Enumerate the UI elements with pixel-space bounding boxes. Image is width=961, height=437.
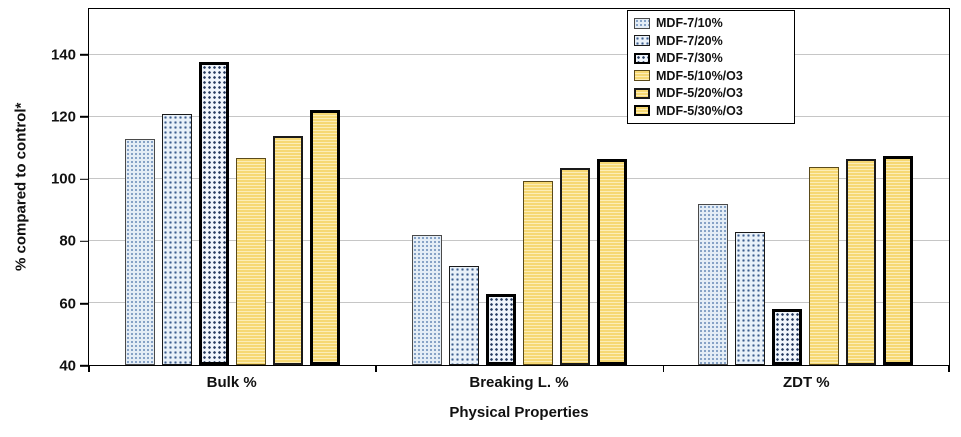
legend-swatch-icon bbox=[634, 17, 650, 29]
bar-mdf-7-30--breaking-l- bbox=[485, 293, 516, 365]
y-tick-label-80: 80 bbox=[59, 232, 76, 250]
bar-mdf-5-10-o3-zdt- bbox=[809, 166, 840, 365]
y-axis-title: % compared to control* bbox=[12, 102, 30, 272]
legend-swatch-icon bbox=[634, 87, 650, 99]
legend-label: MDF-7/30% bbox=[656, 51, 723, 65]
category-label-breaking-length: Breaking L. % bbox=[469, 374, 569, 391]
category-labels: Bulk % Breaking L. % ZDT % bbox=[88, 374, 950, 391]
bar-mdf-5-20-o3-breaking-l- bbox=[559, 168, 590, 365]
plot-area bbox=[88, 8, 950, 366]
y-tick-labels: 40 60 80 100 120 140 bbox=[38, 8, 80, 374]
category-label-zdt: ZDT % bbox=[782, 374, 830, 391]
bar-mdf-7-10--breaking-l- bbox=[411, 234, 442, 365]
legend-label: MDF-5/20%/O3 bbox=[656, 86, 743, 100]
y-tick-label-60: 60 bbox=[59, 295, 76, 313]
bar-group-zdt- bbox=[662, 9, 949, 365]
bar-mdf-5-20-o3-bulk- bbox=[272, 135, 303, 365]
bar-mdf-7-10--zdt- bbox=[698, 204, 729, 365]
y-tick-label-120: 120 bbox=[50, 108, 76, 126]
legend-item-mdf-5-20-o3: MDF-5/20%/O3 bbox=[634, 86, 788, 100]
y-tick-label-140: 140 bbox=[50, 46, 76, 64]
legend-label: MDF-7/20% bbox=[656, 33, 723, 48]
gridline-100 bbox=[89, 178, 949, 180]
bar-group-bulk- bbox=[89, 9, 376, 365]
legend-swatch-icon bbox=[634, 52, 650, 64]
legend-item-mdf-5-30-o3: MDF-5/30%/O3 bbox=[634, 104, 788, 118]
legend-item-mdf-7-10-: MDF-7/10% bbox=[634, 16, 788, 30]
bar-mdf-5-30-o3-zdt- bbox=[883, 156, 914, 365]
legend-swatch-icon bbox=[634, 105, 650, 116]
bar-mdf-7-20--zdt- bbox=[735, 231, 766, 365]
y-axis-tick-marks bbox=[80, 8, 88, 367]
legend-item-mdf-7-20-: MDF-7/20% bbox=[634, 34, 788, 48]
x-axis-title: Physical Properties bbox=[449, 404, 589, 421]
bar-mdf-5-10-o3-bulk- bbox=[235, 157, 266, 365]
bar-mdf-7-20--breaking-l- bbox=[448, 265, 479, 365]
legend-item-mdf-5-10-o3: MDF-5/10%/O3 bbox=[634, 69, 788, 83]
gridline-140 bbox=[89, 54, 949, 56]
gridline-120 bbox=[89, 116, 949, 118]
y-tick-mark-100 bbox=[80, 178, 88, 181]
y-tick-label-40: 40 bbox=[59, 357, 76, 375]
bar-mdf-5-30-o3-bulk- bbox=[309, 109, 340, 365]
legend: MDF-7/10% MDF-7/20% MDF-7/30% MDF-5/10%/O3 M… bbox=[627, 10, 795, 124]
gridline-60 bbox=[89, 302, 949, 304]
legend-label: MDF-5/30%/O3 bbox=[656, 103, 743, 118]
bar-group-breaking-l- bbox=[376, 9, 663, 365]
legend-swatch-icon bbox=[634, 35, 650, 46]
gridline-80 bbox=[89, 240, 949, 242]
legend-item-mdf-7-30-: MDF-7/30% bbox=[634, 51, 788, 65]
legend-label: MDF-5/10%/O3 bbox=[656, 68, 743, 83]
y-tick-mark-40 bbox=[80, 365, 88, 367]
y-tick-mark-120 bbox=[80, 116, 88, 118]
y-tick-mark-80 bbox=[80, 240, 88, 243]
bar-mdf-7-30--zdt- bbox=[772, 309, 803, 365]
bar-mdf-7-10--bulk- bbox=[124, 139, 155, 365]
bar-mdf-5-10-o3-breaking-l- bbox=[522, 180, 553, 365]
y-tick-mark-60 bbox=[80, 302, 88, 305]
y-tick-label-100: 100 bbox=[50, 170, 76, 188]
bar-mdf-7-30--bulk- bbox=[198, 61, 229, 365]
x-axis-tick-marks bbox=[88, 366, 950, 372]
legend-swatch-icon bbox=[634, 70, 650, 81]
bar-mdf-7-20--bulk- bbox=[161, 114, 192, 365]
bar-mdf-5-30-o3-breaking-l- bbox=[596, 159, 627, 365]
legend-label: MDF-7/10% bbox=[656, 16, 723, 30]
bar-mdf-5-20-o3-zdt- bbox=[846, 159, 877, 365]
y-tick-mark-140 bbox=[80, 53, 88, 56]
category-label-bulk: Bulk % bbox=[206, 374, 257, 391]
